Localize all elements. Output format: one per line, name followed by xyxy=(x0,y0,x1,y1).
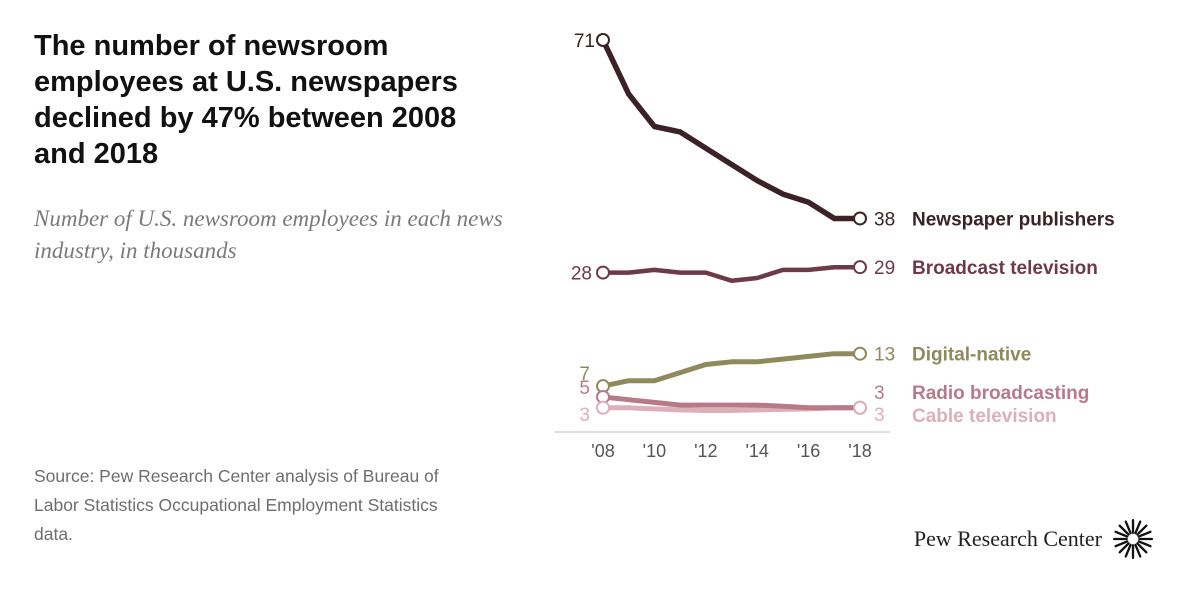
series-end-label: 38 xyxy=(874,209,895,230)
series-line xyxy=(600,264,863,283)
series-name-label: Broadcast television xyxy=(912,258,1098,279)
chart-title: The number of newsroom employees at U.S.… xyxy=(34,30,458,170)
chart-subtitle: Number of U.S. newsroom employees in eac… xyxy=(34,206,503,263)
series-end-point xyxy=(853,211,867,226)
x-tick-label: '14 xyxy=(745,441,768,461)
series-name-label: Newspaper publishers xyxy=(912,209,1115,230)
brand: Pew Research Center xyxy=(914,518,1154,560)
source-note: Source: Pew Research Center analysis of … xyxy=(34,466,439,544)
series-line xyxy=(600,394,863,411)
series-end-label: 29 xyxy=(874,258,895,279)
x-tick-label: '12 xyxy=(694,441,717,461)
x-tick-label: '18 xyxy=(848,441,871,461)
series-start-label: 3 xyxy=(579,405,590,426)
series-start-label: 7 xyxy=(579,364,590,385)
series-start-label: 71 xyxy=(574,31,595,52)
x-tick-label: '16 xyxy=(797,441,820,461)
series-end-label: 3 xyxy=(874,383,885,404)
series-line xyxy=(600,37,863,222)
series-end-point xyxy=(853,260,867,275)
series-name-label: Cable television xyxy=(912,406,1057,427)
series-start-point xyxy=(596,33,610,47)
series-start-point xyxy=(596,400,610,415)
series-name-label: Digital-native xyxy=(912,345,1031,366)
series-start-label: 28 xyxy=(571,264,592,285)
series-start-label: 5 xyxy=(579,378,590,399)
series-end-point xyxy=(853,346,867,361)
pew-sunburst-logo-icon xyxy=(1112,518,1154,560)
series-end-label: 13 xyxy=(874,345,895,366)
x-tick-label: '08 xyxy=(591,441,614,461)
brand-name: Pew Research Center xyxy=(913,526,1102,551)
x-tick-label: '10 xyxy=(643,441,666,461)
series-end-label: 3 xyxy=(874,405,885,426)
series-line xyxy=(600,351,863,389)
series-name-label: Radio broadcasting xyxy=(912,383,1089,404)
series-end-point xyxy=(853,400,867,415)
series-start-point xyxy=(596,265,610,280)
